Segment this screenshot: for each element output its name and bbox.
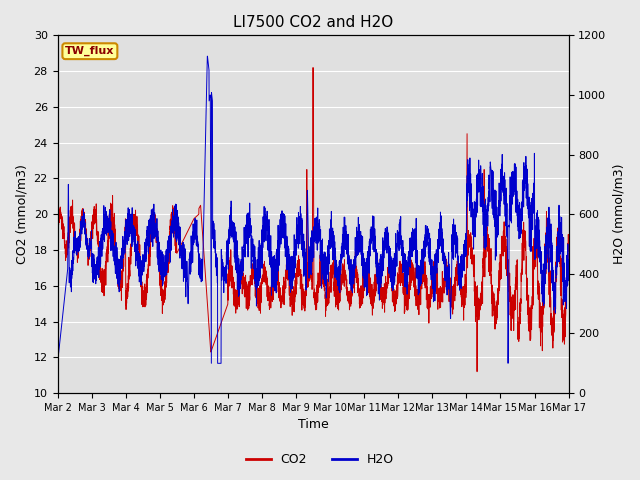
Title: LI7500 CO2 and H2O: LI7500 CO2 and H2O <box>233 15 393 30</box>
Text: TW_flux: TW_flux <box>65 46 115 56</box>
Legend: CO2, H2O: CO2, H2O <box>241 448 399 471</box>
X-axis label: Time: Time <box>298 419 328 432</box>
Y-axis label: H2O (mmol/m3): H2O (mmol/m3) <box>612 164 625 264</box>
Y-axis label: CO2 (mmol/m3): CO2 (mmol/m3) <box>15 164 28 264</box>
